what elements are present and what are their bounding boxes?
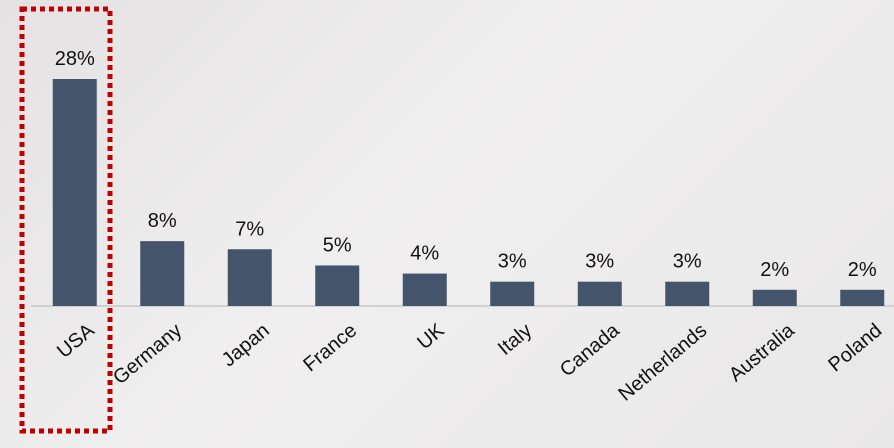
- value-label: 2%: [760, 259, 789, 281]
- bar: [140, 241, 184, 306]
- x-tick-label: Netherlands: [614, 319, 711, 405]
- background: [0, 0, 894, 448]
- x-tick-label: UK: [413, 319, 449, 354]
- x-tick-label: France: [299, 319, 361, 376]
- value-label: 5%: [323, 234, 352, 256]
- x-tick-label: Australia: [725, 319, 799, 386]
- value-label: 7%: [235, 218, 264, 240]
- x-tick-label: Japan: [218, 319, 274, 371]
- bar: [53, 79, 97, 306]
- value-label: 2%: [848, 259, 877, 281]
- value-label: 3%: [585, 251, 614, 273]
- x-tick-label: Italy: [494, 319, 536, 359]
- value-label: 3%: [673, 251, 702, 273]
- value-label: 3%: [498, 251, 527, 273]
- bar: [578, 282, 622, 306]
- bar: [490, 282, 534, 306]
- x-tick-label: USA: [53, 319, 99, 363]
- value-label: 4%: [410, 243, 439, 265]
- bar: [403, 274, 447, 306]
- bar: [315, 265, 359, 306]
- bar: [753, 290, 797, 306]
- x-tick-label: Poland: [824, 319, 886, 376]
- bar: [665, 282, 709, 306]
- chart: 28% USA 8% Germany 7% Japan 5% France 4% UK 3% Ital…: [0, 0, 894, 448]
- x-tick-label: Germany: [109, 319, 186, 389]
- value-label: 8%: [148, 210, 177, 232]
- x-tick-label: Canada: [556, 319, 624, 381]
- bar: [228, 249, 272, 306]
- bar: [840, 290, 884, 306]
- value-label: 28%: [55, 48, 95, 70]
